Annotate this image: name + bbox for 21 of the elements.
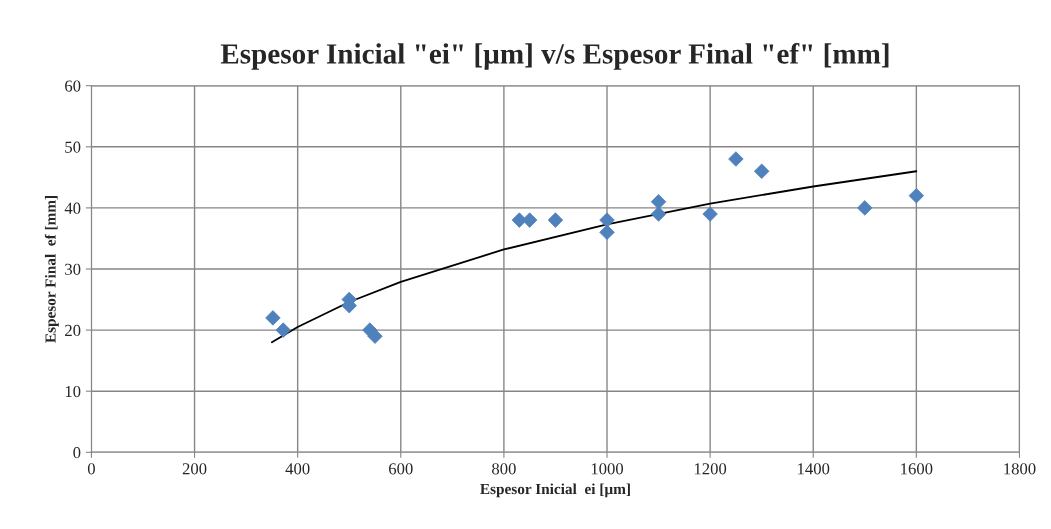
chart-title: Espesor Inicial "ei" [µm] v/s Espesor Final "ef" [mm] — [220, 42, 889, 70]
y-tick-label: 50 — [65, 141, 81, 153]
x-tick-label: 0 — [87, 463, 95, 475]
y-tick-label: 60 — [65, 80, 81, 92]
y-tick-label: 0 — [73, 446, 81, 459]
y-tick-label: 40 — [64, 202, 81, 214]
x-tick-label: 800 — [492, 463, 516, 475]
x-tick-label: 600 — [389, 463, 413, 475]
x-tick-label: 1000 — [591, 463, 624, 475]
x-tick-label: 400 — [285, 463, 310, 475]
y-tick-label: 30 — [65, 263, 81, 275]
x-axis-title: Espesor Inicial ei [µm] — [480, 483, 630, 498]
y-axis-title: Espesor Final ef [mm] — [44, 196, 59, 343]
x-tick-label: 200 — [182, 463, 207, 475]
x-tick-label: 1800 — [1004, 463, 1036, 475]
line-series — [270, 170, 918, 344]
x-tick-label: 1400 — [798, 463, 830, 475]
y-tick-label: 10 — [65, 385, 81, 398]
y-tick-label: 20 — [65, 324, 81, 337]
x-tick-label: 1600 — [901, 463, 933, 475]
x-tick-label: 1200 — [694, 463, 727, 475]
